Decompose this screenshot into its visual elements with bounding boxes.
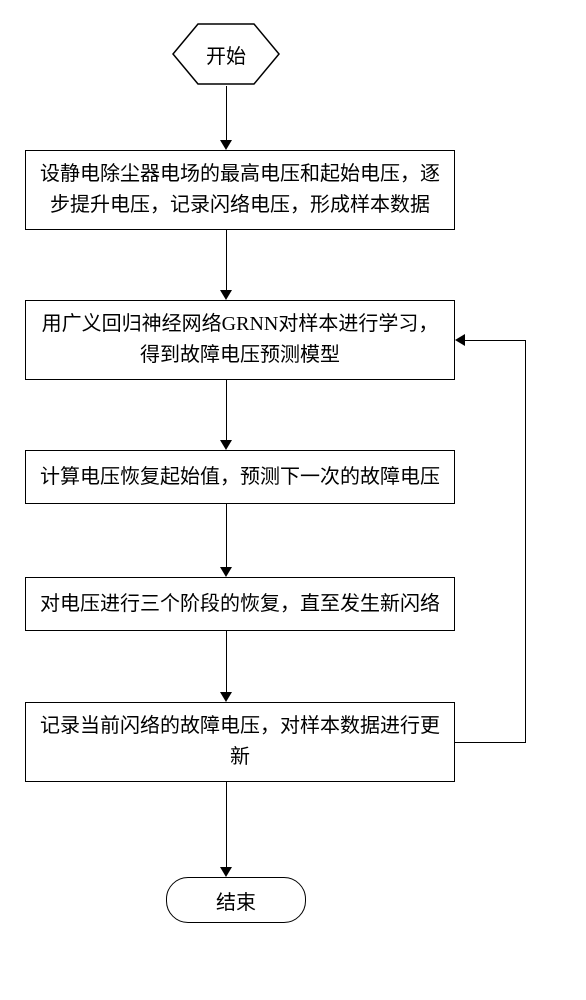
arrow-step2-step3 <box>220 440 232 450</box>
edge-start-step1 <box>226 86 227 140</box>
arrow-feedback <box>455 334 465 346</box>
arrow-step5-end <box>220 867 232 877</box>
step5-node: 记录当前闪络的故障电压，对样本数据进行更新 <box>25 702 455 782</box>
arrow-start-step1 <box>220 140 232 150</box>
arrow-step4-step5 <box>220 692 232 702</box>
flowchart-container: 开始 设静电除尘器电场的最高电压和起始电压，逐步提升电压，记录闪络电压，形成样本… <box>0 0 586 1000</box>
start-node: 开始 <box>171 22 281 86</box>
end-node: 结束 <box>166 877 306 923</box>
step1-node: 设静电除尘器电场的最高电压和起始电压，逐步提升电压，记录闪络电压，形成样本数据 <box>25 150 455 230</box>
arrow-step1-step2 <box>220 290 232 300</box>
edge-step5-end <box>226 782 227 867</box>
feedback-h2 <box>465 340 526 341</box>
step2-node: 用广义回归神经网络GRNN对样本进行学习，得到故障电压预测模型 <box>25 300 455 380</box>
end-label: 结束 <box>216 886 256 915</box>
step4-node: 对电压进行三个阶段的恢复，直至发生新闪络 <box>25 577 455 631</box>
feedback-v <box>525 340 526 743</box>
step3-label: 计算电压恢复起始值，预测下一次的故障电压 <box>40 462 440 493</box>
step2-label: 用广义回归神经网络GRNN对样本进行学习，得到故障电压预测模型 <box>34 309 446 371</box>
step1-label: 设静电除尘器电场的最高电压和起始电压，逐步提升电压，记录闪络电压，形成样本数据 <box>34 159 446 221</box>
step4-label: 对电压进行三个阶段的恢复，直至发生新闪络 <box>40 589 440 620</box>
edge-step4-step5 <box>226 631 227 692</box>
edge-step2-step3 <box>226 380 227 440</box>
feedback-h1 <box>455 742 525 743</box>
edge-step1-step2 <box>226 230 227 290</box>
step3-node: 计算电压恢复起始值，预测下一次的故障电压 <box>25 450 455 504</box>
arrow-step3-step4 <box>220 567 232 577</box>
edge-step3-step4 <box>226 504 227 567</box>
step5-label: 记录当前闪络的故障电压，对样本数据进行更新 <box>34 711 446 773</box>
start-label: 开始 <box>206 40 246 69</box>
